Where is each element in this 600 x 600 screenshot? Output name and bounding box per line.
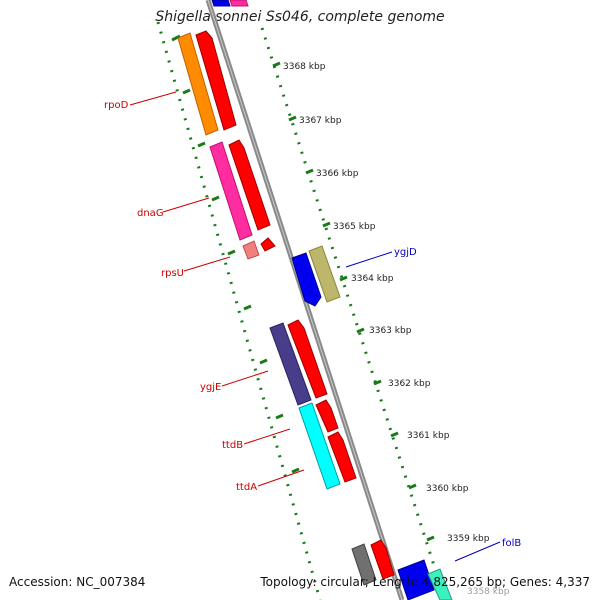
gene-label-ttdB[interactable]: ttdB xyxy=(222,440,243,451)
inner-ruler-ticks xyxy=(171,34,300,474)
gene-block-purple[interactable] xyxy=(269,322,312,406)
inner-gene-blocks xyxy=(177,32,377,586)
gene-block-salmon[interactable] xyxy=(242,240,260,260)
gene-label-rpsU[interactable]: rpsU xyxy=(161,268,184,279)
red-gene-arrows xyxy=(195,30,395,580)
gene-block-orange[interactable] xyxy=(177,32,219,136)
gene-block-pink[interactable] xyxy=(209,141,253,241)
gene-arrow-ygjD[interactable] xyxy=(291,252,322,307)
kbp-label: 3363 kbp xyxy=(369,326,412,336)
gene-block-grey[interactable] xyxy=(351,543,377,586)
kbp-label: 3361 kbp xyxy=(407,431,450,441)
gene-arrow-ttdB[interactable] xyxy=(315,399,339,433)
kbp-label: 3358 kbp xyxy=(467,587,510,597)
kbp-label: 3364 kbp xyxy=(351,274,394,284)
gene-arrow-dnaG[interactable] xyxy=(228,139,271,231)
gene-block-top-pink[interactable] xyxy=(229,0,249,7)
kbp-label: 3368 kbp xyxy=(283,62,326,72)
gene-arrow-folB[interactable] xyxy=(397,559,435,600)
map-title: Shigella sonnei Ss046, complete genome xyxy=(155,9,445,25)
gene-block-khaki[interactable] xyxy=(308,245,341,303)
kbp-label: 3367 kbp xyxy=(299,116,342,126)
accession-text: Accession: NC_007384 xyxy=(9,575,146,589)
outer-gene-blocks xyxy=(211,0,453,600)
kbp-label: 3362 kbp xyxy=(388,379,431,389)
gene-block-cyan[interactable] xyxy=(298,402,341,490)
gene-label-rpoD[interactable]: rpoD xyxy=(104,100,129,111)
gene-label-folB[interactable]: folB xyxy=(502,538,521,549)
gene-block-top[interactable] xyxy=(211,0,231,7)
inner-ruler xyxy=(156,21,322,600)
gene-label-ttdA[interactable]: ttdA xyxy=(236,482,257,493)
gene-arrow-ygjE[interactable] xyxy=(287,319,328,399)
gene-label-dnaG[interactable]: dnaG xyxy=(137,208,164,219)
kbp-label: 3360 kbp xyxy=(426,484,469,494)
gene-label-ygjD[interactable]: ygjD xyxy=(394,247,417,258)
genome-info-text: Topology: circular; Length: 4,825,265 bp… xyxy=(260,575,590,589)
gene-arrow-lower[interactable] xyxy=(370,539,395,580)
kbp-label: 3365 kbp xyxy=(333,222,376,232)
outer-ruler xyxy=(260,27,447,600)
label-leaders xyxy=(129,91,501,562)
gene-arrow-ttdA[interactable] xyxy=(327,431,357,483)
gene-arrow-rpoD[interactable] xyxy=(195,30,237,131)
gene-arrow-rpsU[interactable] xyxy=(260,237,276,252)
kbp-label: 3359 kbp xyxy=(447,534,490,544)
kbp-label: 3366 kbp xyxy=(316,169,359,179)
outer-ruler-ticks xyxy=(272,61,435,542)
gene-block-teal[interactable] xyxy=(427,568,453,600)
gene-label-ygjE[interactable]: ygjE xyxy=(200,382,221,393)
